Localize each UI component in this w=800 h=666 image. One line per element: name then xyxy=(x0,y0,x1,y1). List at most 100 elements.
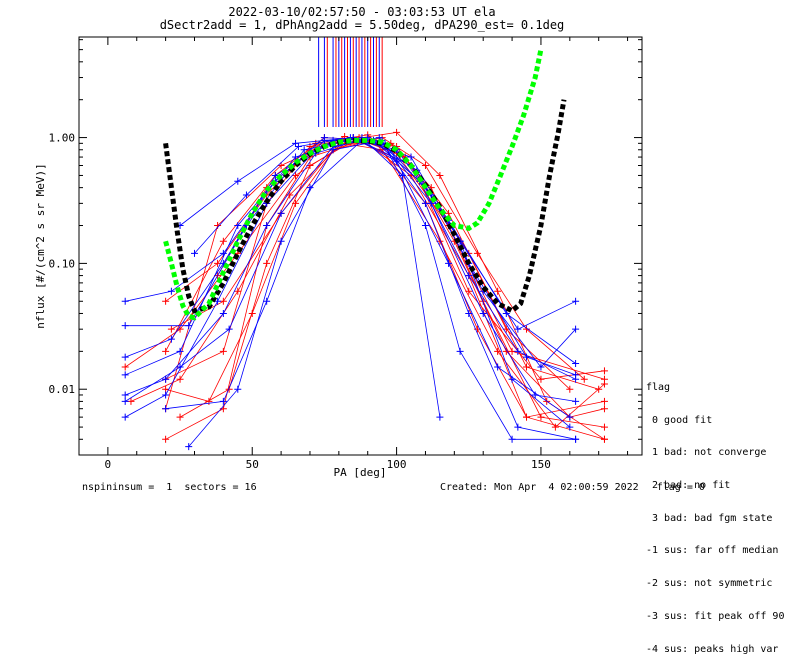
legend-entry: -2 sus: not symmetric xyxy=(646,578,773,590)
data-point xyxy=(121,413,129,421)
data-point xyxy=(456,347,464,355)
series-line-red xyxy=(179,137,605,418)
data-point xyxy=(531,391,539,399)
data-point xyxy=(300,146,308,154)
legend-entry: -4 sus: peaks high var xyxy=(646,643,779,655)
data-point xyxy=(176,363,184,371)
data-point xyxy=(572,360,580,368)
data-point xyxy=(121,363,129,371)
data-point xyxy=(219,397,227,405)
legend: flag 0 good fit 1 bad: not converge 2 ba… xyxy=(646,361,784,666)
data-point xyxy=(263,259,271,267)
data-point xyxy=(121,397,129,405)
data-point xyxy=(162,347,170,355)
data-point xyxy=(600,380,608,388)
data-point xyxy=(162,375,170,383)
data-point xyxy=(277,237,285,245)
series-line-red xyxy=(130,131,605,440)
fit-curve-green xyxy=(163,49,544,321)
x-axis: 0 50 100 150 xyxy=(105,37,629,471)
data-point xyxy=(566,385,574,393)
data-point xyxy=(600,367,608,375)
data-point xyxy=(537,363,545,371)
series-line-blue xyxy=(125,137,576,396)
data-point xyxy=(219,309,227,317)
data-point xyxy=(234,177,242,185)
data-point xyxy=(234,222,242,230)
y-tick-label: 0.01 xyxy=(49,383,76,396)
fit-curve-black xyxy=(163,99,567,314)
data-point xyxy=(445,259,453,267)
series-line-blue xyxy=(124,137,576,402)
data-point xyxy=(537,375,545,383)
data-point xyxy=(190,249,198,257)
y-axis: 0.01 0.10 1.00 xyxy=(49,39,642,456)
data-point xyxy=(508,375,516,383)
x-axis-label: PA [deg] xyxy=(334,466,387,479)
legend-entry: -1 sus: far off median xyxy=(646,545,779,557)
data-point xyxy=(277,209,285,217)
data-point xyxy=(263,297,271,305)
data-point xyxy=(514,423,522,431)
data-point xyxy=(185,443,193,451)
data-point xyxy=(306,184,314,192)
data-point xyxy=(572,397,580,405)
legend-entry: 2 bad: no fit xyxy=(646,479,731,491)
vline-layer xyxy=(318,37,383,127)
data-point xyxy=(121,297,129,305)
y-tick-label: 0.10 xyxy=(49,257,76,270)
data-point xyxy=(508,435,516,443)
x-tick-label: 100 xyxy=(387,458,407,471)
data-point xyxy=(494,347,502,355)
data-point xyxy=(514,325,522,333)
data-point xyxy=(398,171,406,179)
data-point xyxy=(176,347,184,355)
y-axis-label: nflux [#/(cm^2 s sr MeV)] xyxy=(34,163,47,329)
data-point xyxy=(514,347,522,355)
data-point xyxy=(294,142,302,150)
data-point xyxy=(176,375,184,383)
data-point xyxy=(479,309,487,317)
data-point xyxy=(162,391,170,399)
data-point xyxy=(167,335,175,343)
legend-entry: 1 bad: not converge xyxy=(646,447,767,459)
data-point xyxy=(185,322,193,330)
data-point xyxy=(436,171,444,179)
data-point xyxy=(320,134,328,142)
data-point xyxy=(234,385,242,393)
data-point xyxy=(292,139,300,147)
series-line-red xyxy=(165,136,571,409)
data-point xyxy=(225,325,233,333)
series-layer xyxy=(121,128,608,451)
legend-entry: 3 bad: bad fgm state xyxy=(646,512,773,524)
data-point xyxy=(234,287,242,295)
chart-subtitle: dSectr2add = 1, dPhAng2add = 5.50deg, dP… xyxy=(160,18,565,32)
data-point xyxy=(566,413,574,421)
chart: 2022-03-10/02:57:50 - 03:03:53 UT ela dS… xyxy=(34,5,643,479)
footer-left: nspininsum = 1 sectors = 16 xyxy=(82,482,257,493)
data-point xyxy=(121,353,129,361)
series-line-blue xyxy=(125,139,576,440)
x-tick-label: 150 xyxy=(531,458,551,471)
data-point xyxy=(580,375,588,383)
data-point xyxy=(167,325,175,333)
data-point xyxy=(219,237,227,245)
series-line-blue xyxy=(179,137,576,330)
data-point xyxy=(162,297,170,305)
data-point xyxy=(523,363,531,371)
data-point xyxy=(494,363,502,371)
data-point xyxy=(572,297,580,305)
footer-right: Created: Mon Apr 4 02:00:59 2022 flag = … xyxy=(440,482,705,493)
plot-frame xyxy=(78,36,643,456)
data-point xyxy=(219,347,227,355)
chart-title: 2022-03-10/02:57:50 - 03:03:53 UT ela xyxy=(228,5,495,19)
data-point xyxy=(600,423,608,431)
fit-layer xyxy=(163,49,567,321)
data-point xyxy=(219,249,227,257)
y-tick-label: 1.00 xyxy=(49,132,76,145)
x-tick-label: 0 xyxy=(105,458,112,471)
data-point xyxy=(205,397,213,405)
data-point xyxy=(162,435,170,443)
data-point xyxy=(292,153,300,161)
data-point xyxy=(600,397,608,405)
